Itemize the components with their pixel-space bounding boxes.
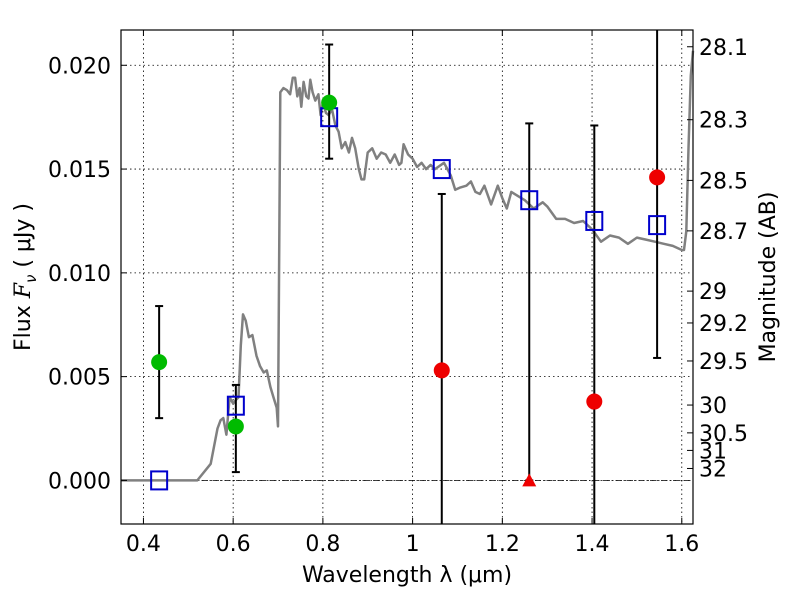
y-axis-label-subscript: ν [22,275,40,283]
red-point-1 [586,393,603,410]
x-tick-label-1: 0.6 [216,532,251,557]
magnitude-tick-label-4: 29 [699,280,727,305]
magnitude-tick-label-10: 32 [699,457,727,482]
red-point-0 [433,362,450,379]
y-axis-label-symbol: F [11,282,36,299]
y-tick-label-2: 0.010 [48,262,111,287]
magnitude-tick-label-6: 29.5 [699,350,748,375]
magnitude-tick-label-8: 30.5 [699,422,748,447]
red-point-2 [649,169,666,186]
magnitude-tick-label-5: 29.2 [699,312,748,337]
plot-frame [120,29,694,525]
y2-axis-label: Magnitude (AB) [756,192,781,363]
y-axis-label-prefix: Flux [11,298,36,351]
y-tick-label-4: 0.020 [48,54,111,79]
model-square-point-5 [585,210,604,231]
y-tick-labels: 0.000 0.005 0.010 0.015 0.020 [48,54,111,494]
model-square-point-3 [432,159,451,180]
y-tick-label-0: 0.000 [48,469,111,494]
x-tick-label-3: 1 [406,532,420,557]
x-tick-label-5: 1.4 [575,532,610,557]
markers [150,94,667,491]
sed-layer [121,50,695,482]
y-tick-label-3: 0.015 [48,158,111,183]
green-point-2 [321,94,338,111]
y-tick-label-1: 0.005 [48,366,111,391]
sed-spectrum-line [121,50,695,482]
magnitude-tick-label-1: 28.3 [699,109,748,134]
magnitude-tick-label-2: 28.5 [699,169,748,194]
y-axis-label-suffix: ( μJy ) [11,203,36,275]
model-square-point-1 [226,395,245,416]
x-tick-label-2: 0.8 [305,532,340,557]
x-tick-labels: 0.4 0.6 0.8 1 1.2 1.4 1.6 [126,532,699,557]
model-square-point-4 [520,190,539,211]
model-square-point-6 [648,215,667,236]
x-tick-label-0: 0.4 [126,532,161,557]
model-square-point-0 [150,470,169,491]
green-point-0 [151,354,168,371]
upper-limit-triangle-0 [522,473,537,487]
magnitude-tick-label-0: 28.1 [699,36,748,61]
x-tick-label-6: 1.6 [664,532,699,557]
magnitude-tick-label-7: 30 [699,394,727,419]
magnitude-tick-label-9: 31 [699,439,727,464]
ticks [121,30,693,524]
plot-background [121,30,693,524]
x-axis-label: Wavelength λ (μm) [302,563,512,588]
magnitude-tick-label-3: 28.7 [699,220,748,245]
y-axis-label: Flux Fν ( μJy ) [11,203,40,351]
x-tick-label-4: 1.2 [485,532,520,557]
green-point-1 [227,418,244,435]
